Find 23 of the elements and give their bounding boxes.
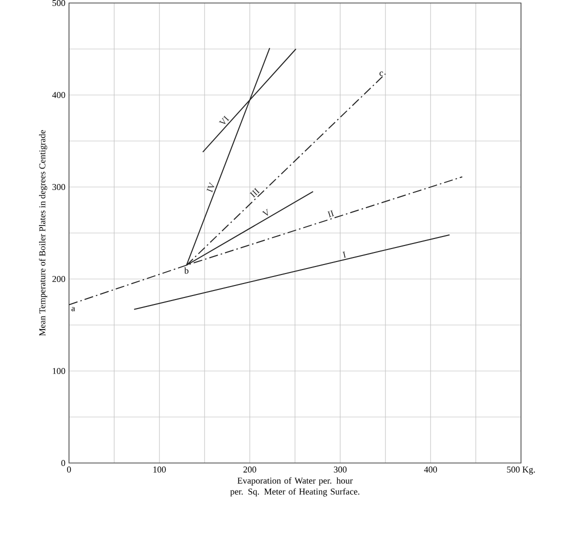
x-tick-label: 100	[153, 466, 166, 473]
y-tick-label: 100	[52, 368, 66, 374]
x-tick-label: 500 Kg.	[507, 466, 535, 474]
y-axis-title: Mean Temperature of Boiler Plates in degrees Centigrade	[38, 130, 48, 336]
text: I	[342, 252, 346, 258]
x-tick-label: 300	[334, 466, 347, 473]
y-tick-label: 0	[61, 460, 66, 466]
x-tick-label: 200	[243, 466, 256, 473]
y-tick-label: 400	[52, 92, 66, 98]
annotation: c	[380, 72, 383, 76]
annotation: a	[72, 306, 76, 312]
y-tick-label: 200	[52, 276, 66, 282]
text: VI	[218, 116, 230, 124]
y-tick-label: 300	[52, 184, 66, 190]
text: V	[262, 208, 268, 216]
x-axis-title: Evaporation of Water per. hour per. Sq. Meter of Heating Surface.	[230, 477, 360, 496]
y-tick-label: 500	[52, 0, 66, 6]
x-tick-label: 0	[67, 466, 71, 473]
text: III	[250, 188, 260, 198]
text: II	[327, 210, 334, 218]
x-tick-label: 400	[424, 466, 437, 473]
annotation: b	[184, 267, 188, 274]
text: IV	[206, 182, 214, 193]
